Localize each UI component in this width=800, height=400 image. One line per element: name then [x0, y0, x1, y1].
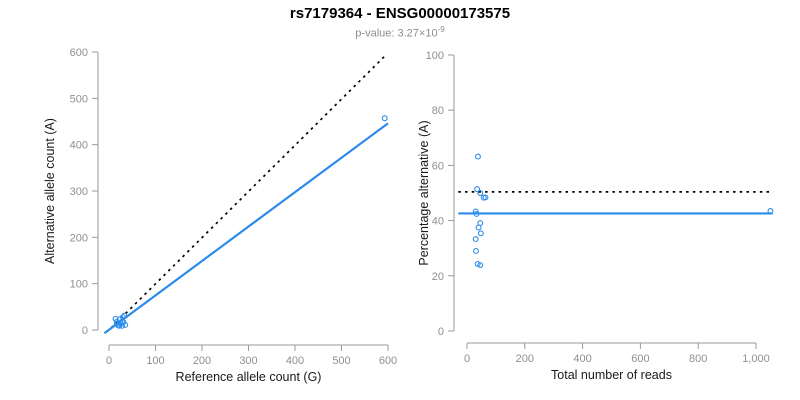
x-tick-label: 0	[464, 353, 470, 365]
x-tick-label: 800	[689, 353, 707, 365]
y-tick-label: 600	[70, 47, 88, 59]
y-tick-label: 400	[70, 140, 88, 152]
data-point	[122, 321, 129, 328]
y-tick-label: 60	[432, 160, 444, 172]
y-tick-label: 100	[70, 279, 88, 291]
y-tick-label: 40	[432, 216, 444, 228]
x-tick-label: 400	[286, 355, 304, 367]
data-point	[473, 248, 479, 254]
x-tick-label: 0	[106, 355, 112, 367]
allele-count-chart: 0 100 200 300 400 500 600 0 100 200 300 400 500 600 Re…	[38, 45, 410, 395]
y-tick-label: 80	[432, 105, 444, 117]
y-axis-title: Alternative allele count (A)	[43, 118, 57, 264]
data-point	[116, 322, 123, 329]
pvalue-exponent: -9	[437, 25, 445, 34]
y-tick-label: 100	[426, 50, 444, 62]
y-tick-label: 0	[438, 326, 444, 338]
pvalue-text: p-value: 3.27×10	[355, 27, 438, 40]
data-point	[767, 207, 774, 214]
data-point	[473, 211, 480, 217]
x-tick-label: 600	[379, 355, 397, 367]
y-tick-label: 300	[70, 186, 88, 198]
fit-line	[103, 122, 389, 335]
data-point	[475, 153, 481, 160]
x-tick-label: 400	[573, 353, 591, 365]
data-point	[112, 315, 119, 322]
y-tick-label: 20	[432, 271, 444, 283]
x-axis-title: Reference allele count (G)	[176, 370, 322, 384]
y-tick-label: 500	[70, 93, 88, 105]
data-point	[477, 190, 484, 196]
figure-subtitle: p-value: 3.27×10-9	[0, 25, 800, 40]
data-point	[477, 230, 484, 237]
identity-line	[110, 53, 388, 329]
data-point	[121, 312, 128, 319]
y-axis-title: Percentage alternative (A)	[418, 120, 431, 265]
percentage-plot: 0 20 40 60 80 100 0 200 400 600 800 1,000 Total numb…	[418, 50, 774, 382]
x-tick-label: 200	[516, 353, 534, 365]
figure-title: rs7179364 - ENSG00000173575	[289, 5, 511, 22]
data-point	[480, 194, 487, 201]
x-axis-title: Total number of reads	[551, 368, 672, 382]
x-tick-label: 500	[332, 355, 350, 367]
x-tick-label: 600	[631, 353, 649, 365]
data-point	[475, 224, 482, 231]
x-tick-label: 200	[193, 355, 211, 367]
data-point	[477, 262, 484, 268]
data-point	[119, 322, 125, 329]
y-tick-label: 0	[82, 325, 88, 337]
x-tick-label: 1,000	[742, 353, 770, 365]
percentage-chart: 0 20 40 60 80 100 0 200 400 600 800 1,000 Total numb…	[418, 45, 790, 395]
y-tick-label: 200	[70, 232, 88, 244]
allele-count-plot: 0 100 200 300 400 500 600 0 100 200 300 400 500 600 Re…	[43, 47, 397, 384]
data-point	[474, 186, 481, 193]
data-point	[381, 115, 388, 122]
data-point	[472, 236, 479, 243]
x-tick-label: 100	[146, 355, 164, 367]
x-tick-label: 300	[239, 355, 257, 367]
